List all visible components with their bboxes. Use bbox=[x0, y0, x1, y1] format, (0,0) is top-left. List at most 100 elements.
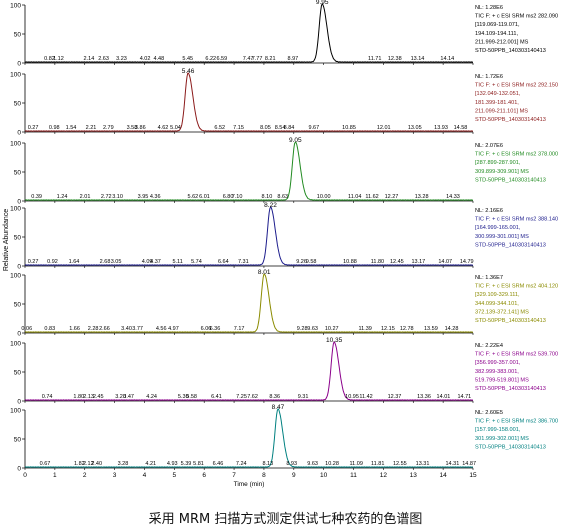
noise-peak-label: 5.11 bbox=[172, 259, 182, 265]
scan-info-line: 519.799-519.801] MS bbox=[475, 377, 529, 383]
x-tick-label: 7 bbox=[232, 472, 236, 479]
noise-peak-label: 2.72 bbox=[101, 194, 112, 200]
x-tick-label: 11 bbox=[350, 472, 357, 479]
figure-caption: 采用 MRM 扫描方式测定供试七种农药的色谱图 bbox=[148, 512, 423, 527]
y-tick-label: 0 bbox=[17, 199, 21, 206]
trace-line bbox=[24, 141, 474, 201]
noise-peak-label: 6.01 bbox=[199, 194, 210, 200]
scan-info-line: STD-50PPB_140303140413 bbox=[475, 318, 546, 324]
noise-peak-label: 2.40 bbox=[91, 461, 102, 467]
noise-peak-label: 7.31 bbox=[238, 259, 249, 265]
noise-peak-label: 5.30 bbox=[178, 394, 189, 400]
noise-peak-label: 1.12 bbox=[53, 56, 64, 62]
noise-peak-label: 3.95 bbox=[138, 194, 149, 200]
y-tick-label: 50 bbox=[14, 101, 22, 108]
x-tick-label: 6 bbox=[202, 472, 206, 479]
y-tick-label: 0 bbox=[17, 130, 21, 137]
noise-peak-label: 1.80 bbox=[73, 394, 84, 400]
noise-peak-label: 13.31 bbox=[416, 461, 430, 467]
noise-peak-label: 5.04 bbox=[170, 125, 181, 131]
noise-peak-label: 5.39 bbox=[181, 461, 192, 467]
y-tick-label: 100 bbox=[10, 273, 21, 280]
noise-peak-label: 1.54 bbox=[66, 125, 77, 131]
noise-peak-label: 7.15 bbox=[233, 125, 244, 131]
scan-info-line: [329.109-329.111, bbox=[475, 292, 520, 298]
noise-peak-label: 2.12 bbox=[83, 461, 94, 467]
noise-peak-label: 12.37 bbox=[388, 394, 402, 400]
trace-line bbox=[24, 206, 474, 266]
noise-peak-label: 7.17 bbox=[234, 326, 245, 332]
noise-peak-label: 4.21 bbox=[145, 461, 156, 467]
noise-peak-label: 2.01 bbox=[80, 194, 91, 200]
noise-peak-label: 13.05 bbox=[408, 125, 422, 131]
noise-peak-label: 12.45 bbox=[390, 259, 404, 265]
noise-peak-label: 5.58 bbox=[186, 394, 197, 400]
noise-peak-label: 6.22 bbox=[205, 56, 216, 62]
scan-info-line: 382.999-383.001, bbox=[475, 369, 519, 375]
noise-peak-label: 14.01 bbox=[437, 394, 451, 400]
y-tick-label: 100 bbox=[10, 3, 21, 10]
scan-info-line: [164.999-165.001, bbox=[475, 225, 521, 231]
y-tick-label: 0 bbox=[17, 466, 21, 473]
noise-peak-label: 8.13 bbox=[262, 461, 273, 467]
noise-peak-label: 13.14 bbox=[411, 56, 425, 62]
x-tick-label: 10 bbox=[320, 472, 328, 479]
noise-peak-label: 3.77 bbox=[132, 326, 143, 332]
peak-label: 5.46 bbox=[182, 68, 195, 75]
noise-peak-label: 4.56 bbox=[156, 326, 167, 332]
x-tick-label: 12 bbox=[380, 472, 388, 479]
noise-peak-label: 9.28 bbox=[297, 326, 308, 332]
noise-peak-label: 9.63 bbox=[307, 326, 318, 332]
noise-peak-label: 14.87 bbox=[462, 461, 476, 467]
noise-peak-label: 4.02 bbox=[140, 56, 151, 62]
noise-peak-label: 13.36 bbox=[417, 394, 431, 400]
nl-label: NL: 1.28E6 bbox=[475, 5, 503, 11]
noise-peak-label: 11.62 bbox=[365, 194, 378, 200]
trace-line bbox=[24, 2, 474, 63]
noise-peak-label: 4.36 bbox=[150, 194, 161, 200]
noise-peak-label: 7.10 bbox=[232, 194, 243, 200]
noise-peak-label: 14.33 bbox=[446, 194, 460, 200]
panel-6: 0 50 100 10.35 0.74 1.80 2.132.45 3.203.47 4.24 5… bbox=[10, 337, 558, 406]
noise-peak-label: 6.41 bbox=[211, 394, 222, 400]
x-tick-label: 13 bbox=[410, 472, 418, 479]
peak-label: 9.95 bbox=[316, 0, 329, 6]
noise-peak-label: 7.25 bbox=[236, 394, 247, 400]
y-tick-label: 100 bbox=[10, 341, 21, 348]
noise-peak-label: 4.09 bbox=[142, 259, 153, 265]
noise-peak-label: 4.48 bbox=[153, 56, 164, 62]
scan-info-line: 300.999-301.001] MS bbox=[475, 234, 529, 240]
x-tick-label: 8 bbox=[262, 472, 266, 479]
y-tick-label: 50 bbox=[14, 32, 22, 39]
scan-info-line: 309.899-309.901] MS bbox=[475, 169, 529, 175]
y-tick-label: 50 bbox=[14, 437, 22, 444]
x-tick-label: 15 bbox=[469, 472, 477, 479]
scan-info-line: 301.999-302.001] MS bbox=[475, 436, 529, 442]
noise-peak-label: 4.93 bbox=[167, 461, 178, 467]
scan-info-line: STD-50PPB_140303140413 bbox=[475, 444, 546, 450]
scan-info-line: STD-50PPB_140303140413 bbox=[475, 242, 546, 248]
trace-line bbox=[24, 340, 474, 401]
noise-peak-label: 6.46 bbox=[213, 461, 224, 467]
scan-info-line: 344.099-344.101, bbox=[475, 301, 519, 307]
noise-peak-label: 12.78 bbox=[400, 326, 414, 332]
scan-info-line: [132.049-132.051, bbox=[475, 91, 521, 97]
nl-label: NL: 2.60E5 bbox=[475, 410, 503, 416]
noise-peak-label: 6.59 bbox=[216, 56, 227, 62]
y-tick-label: 100 bbox=[10, 72, 21, 79]
panel-4: 0 50 100 8.22 0.27 0.92 1.64 2.68 3.05 4.094.37 5.… bbox=[10, 202, 558, 271]
noise-peak-label: 13.28 bbox=[415, 194, 429, 200]
noise-peak-label: 6.64 bbox=[218, 259, 229, 265]
noise-peak-label: 14.71 bbox=[457, 394, 471, 400]
noise-peak-label: 11.81 bbox=[371, 461, 384, 467]
noise-peak-label: 0.92 bbox=[47, 259, 58, 265]
noise-peak-label: 10.95 bbox=[345, 394, 359, 400]
panel-5: 0 50 100 8.01 0.06 0.83 1.66 2.28 2.66 3.40 3.77 4.… bbox=[10, 269, 558, 338]
y-tick-label: 0 bbox=[17, 399, 21, 406]
scan-info-line: [356.999-357.001, bbox=[475, 360, 521, 366]
peak-label: 8.47 bbox=[272, 404, 285, 411]
noise-peak-label: 5.45 bbox=[182, 56, 193, 62]
scan-info-line: 211.999-212.001] MS bbox=[475, 39, 529, 45]
noise-peak-label: 0.98 bbox=[49, 125, 60, 131]
noise-peak-label: 12.55 bbox=[393, 461, 407, 467]
